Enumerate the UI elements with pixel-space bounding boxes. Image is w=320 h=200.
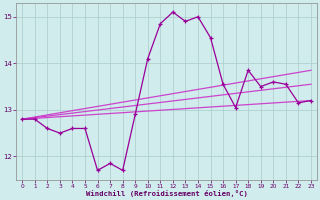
X-axis label: Windchill (Refroidissement éolien,°C): Windchill (Refroidissement éolien,°C) <box>86 190 248 197</box>
